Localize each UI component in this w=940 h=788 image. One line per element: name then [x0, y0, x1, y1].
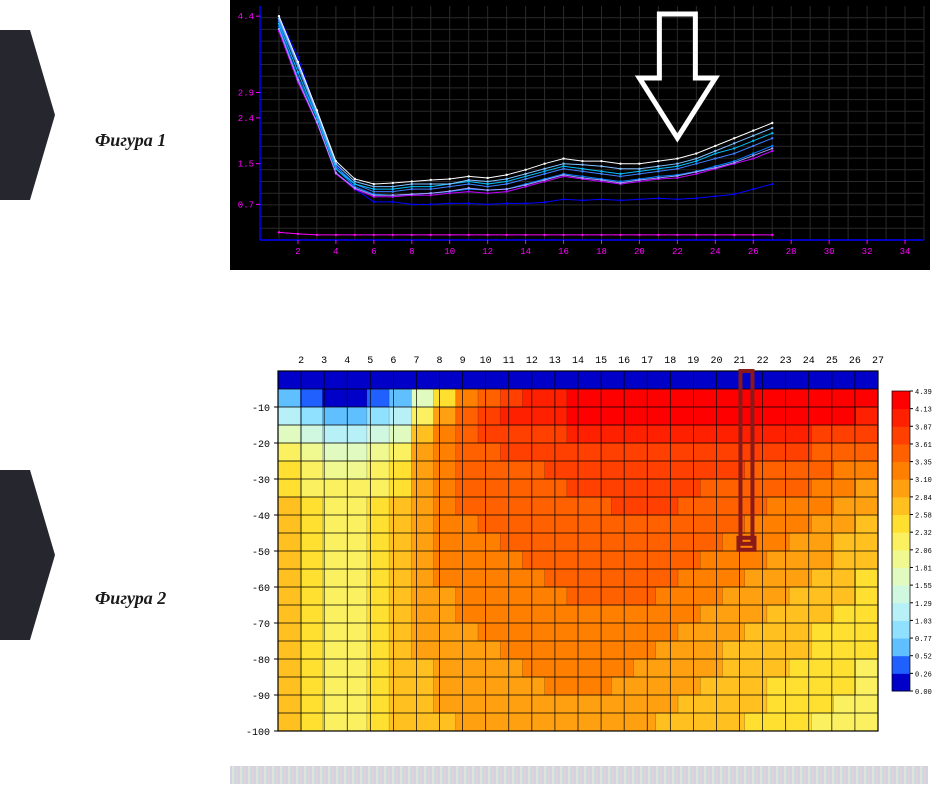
svg-text:23: 23: [780, 356, 792, 367]
footer-texture: [230, 766, 928, 784]
svg-text:3.61: 3.61: [915, 442, 932, 450]
svg-text:34: 34: [900, 247, 911, 257]
figure-1-chart: 2468101214161820222426283032340.71.52.42…: [230, 0, 930, 275]
svg-text:-60: -60: [252, 584, 270, 595]
svg-text:24: 24: [710, 247, 721, 257]
svg-text:12: 12: [482, 247, 493, 257]
svg-text:-80: -80: [252, 656, 270, 667]
svg-text:1.55: 1.55: [915, 583, 932, 591]
svg-text:18: 18: [664, 356, 676, 367]
svg-text:14: 14: [520, 247, 531, 257]
svg-text:22: 22: [672, 247, 683, 257]
svg-text:20: 20: [634, 247, 645, 257]
svg-text:2: 2: [298, 356, 304, 367]
svg-text:6: 6: [390, 356, 396, 367]
svg-text:-40: -40: [252, 512, 270, 523]
svg-text:11: 11: [503, 356, 515, 367]
svg-text:4: 4: [333, 247, 338, 257]
svg-text:2.58: 2.58: [915, 513, 932, 521]
figure-2-label: Фигура 2: [95, 588, 166, 609]
svg-text:8: 8: [409, 247, 414, 257]
chevron-shape-2: [0, 470, 55, 640]
svg-text:30: 30: [824, 247, 835, 257]
svg-text:-90: -90: [252, 692, 270, 703]
svg-text:22: 22: [757, 356, 769, 367]
svg-text:5: 5: [367, 356, 373, 367]
svg-text:2.84: 2.84: [915, 495, 932, 503]
svg-text:19: 19: [687, 356, 699, 367]
svg-text:-20: -20: [252, 440, 270, 451]
svg-text:1.03: 1.03: [915, 618, 932, 626]
svg-text:0.7: 0.7: [238, 200, 254, 210]
svg-text:3.35: 3.35: [915, 460, 932, 468]
svg-text:10: 10: [444, 247, 455, 257]
svg-text:18: 18: [596, 247, 607, 257]
svg-text:21: 21: [734, 356, 746, 367]
svg-text:14: 14: [572, 356, 584, 367]
figure-1-label: Фигура 1: [95, 130, 166, 151]
svg-text:-30: -30: [252, 476, 270, 487]
svg-text:1.81: 1.81: [915, 565, 932, 573]
svg-text:3: 3: [321, 356, 327, 367]
svg-text:0.26: 0.26: [915, 671, 932, 679]
svg-text:2: 2: [295, 247, 300, 257]
svg-text:27: 27: [872, 356, 884, 367]
svg-text:-70: -70: [252, 620, 270, 631]
svg-text:1.5: 1.5: [238, 160, 254, 170]
svg-text:25: 25: [826, 356, 838, 367]
svg-text:4.4: 4.4: [238, 12, 254, 22]
svg-text:15: 15: [595, 356, 607, 367]
svg-text:10: 10: [480, 356, 492, 367]
svg-text:2.4: 2.4: [238, 114, 254, 124]
svg-text:8: 8: [437, 356, 443, 367]
svg-text:4.39: 4.39: [915, 389, 932, 397]
figure-2-chart: 2345678910111213141516171819202122232425…: [230, 345, 940, 750]
svg-text:12: 12: [526, 356, 538, 367]
svg-text:3.87: 3.87: [915, 424, 932, 432]
svg-text:24: 24: [803, 356, 815, 367]
svg-text:7: 7: [413, 356, 419, 367]
svg-text:0.77: 0.77: [915, 636, 932, 644]
svg-text:3.10: 3.10: [915, 477, 932, 485]
svg-text:32: 32: [862, 247, 873, 257]
svg-text:13: 13: [549, 356, 561, 367]
svg-text:2.32: 2.32: [915, 530, 932, 538]
svg-text:0.52: 0.52: [915, 654, 932, 662]
svg-text:16: 16: [558, 247, 569, 257]
svg-text:-100: -100: [246, 728, 270, 739]
svg-text:2.06: 2.06: [915, 548, 932, 556]
svg-text:-10: -10: [252, 404, 270, 415]
svg-text:-50: -50: [252, 548, 270, 559]
svg-text:26: 26: [748, 247, 759, 257]
svg-text:17: 17: [641, 356, 653, 367]
chevron-shape-1: [0, 30, 55, 200]
svg-text:16: 16: [618, 356, 630, 367]
svg-text:1.29: 1.29: [915, 601, 932, 609]
svg-text:0.00: 0.00: [915, 689, 932, 697]
svg-text:20: 20: [710, 356, 722, 367]
svg-text:4: 4: [344, 356, 350, 367]
svg-text:2.9: 2.9: [238, 88, 254, 98]
svg-text:28: 28: [786, 247, 797, 257]
svg-text:26: 26: [849, 356, 861, 367]
svg-text:6: 6: [371, 247, 376, 257]
svg-text:4.13: 4.13: [915, 407, 932, 415]
svg-text:9: 9: [460, 356, 466, 367]
